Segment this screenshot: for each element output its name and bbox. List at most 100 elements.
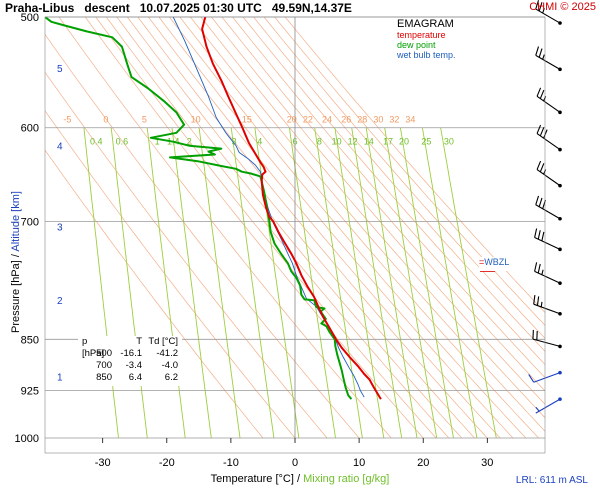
wind-barb-half-feather — [535, 406, 540, 412]
mixing-ratio-label: 30 — [444, 137, 454, 147]
x-tick-label: 10 — [353, 457, 365, 469]
wind-barb-dot — [558, 216, 562, 221]
table-cell: 700 — [96, 360, 112, 371]
legend-title: EMAGRAM — [397, 18, 454, 30]
wind-barb — [532, 329, 562, 349]
dry-adiabat-line — [45, 71, 328, 439]
wind-barb-half-feather — [542, 54, 545, 60]
mixing-ratio-label: 20 — [399, 137, 409, 147]
table-cell: -3.4 — [125, 360, 142, 371]
wind-barb — [536, 124, 562, 152]
wind-barb-dot — [558, 247, 562, 252]
wind-barb-staff — [534, 237, 561, 250]
wind-barb-feather — [535, 0, 540, 10]
wind-barb-staff — [533, 372, 561, 383]
dry-adiabat-label: 20 — [287, 115, 297, 125]
wind-barb-dot — [558, 397, 562, 401]
wind-barb-dot — [558, 311, 562, 316]
x-tick-label: -20 — [159, 457, 175, 469]
x-label-temperature: Temperature [°C] — [210, 473, 294, 485]
pressure-tick-label: 500 — [21, 12, 39, 24]
wind-barb-staff — [536, 169, 561, 187]
wind-barb-staff — [534, 270, 561, 284]
altitude-tick-label: 3 — [57, 223, 63, 234]
table-header-t: T — [136, 336, 142, 347]
sounding-mode: descent — [84, 1, 130, 15]
x-axis-label: Temperature [°C] / Mixing ratio [g/kg] — [0, 473, 600, 485]
mixing-ratio-line — [440, 127, 497, 439]
wind-barb — [534, 262, 562, 285]
wind-barb — [533, 294, 562, 316]
dry-adiabat-line — [211, 17, 545, 405]
wind-barb — [535, 0, 562, 25]
sounding-datetime: 10.07.2025 01:30 UTC — [139, 1, 262, 15]
dry-adiabat-label: 30 — [373, 115, 383, 125]
table-cell: -41.2 — [156, 348, 178, 359]
x-tick-label: -10 — [223, 457, 239, 469]
wind-barb-feather — [538, 48, 543, 58]
table-cell: 6.4 — [128, 372, 142, 383]
mixing-ratio-label: 1 — [155, 137, 160, 147]
wind-barb-dot — [558, 21, 562, 25]
wind-barb-feather — [535, 195, 540, 205]
pressure-tick-label: 850 — [21, 334, 39, 346]
wind-barb-feather — [538, 197, 543, 207]
x-label-sep: / — [297, 473, 301, 485]
wind-barb-feather — [534, 228, 538, 238]
mixing-ratio-line — [146, 127, 186, 439]
mixing-ratio-line — [83, 127, 119, 439]
mixing-ratio-label: 10 — [332, 137, 342, 147]
dry-adiabat-line — [232, 17, 545, 379]
chart-header: Praha-Libus descent 10.07.2025 01:30 UTC… — [5, 1, 352, 15]
dry-adiabat-label: 26 — [341, 115, 351, 125]
wind-barb-staff — [536, 95, 561, 113]
wind-barb-feather — [536, 296, 540, 306]
pressure-tick-label: 700 — [21, 216, 39, 228]
dry-adiabats — [45, 17, 545, 439]
altitude-tick-label: 2 — [57, 296, 63, 307]
x-tick-label: 20 — [417, 457, 429, 469]
series-temperature — [201, 17, 382, 400]
mixing-ratio-line — [198, 127, 241, 439]
y-label-sep: / — [10, 254, 22, 258]
wind-barb-half-feather — [543, 95, 547, 102]
wind-barb-dot — [558, 281, 562, 285]
x-tick-label: 0 — [292, 457, 298, 469]
mixing-ratio-line — [399, 127, 454, 439]
dry-adiabat-line — [263, 17, 545, 339]
mixing-ratio-line — [314, 127, 363, 439]
x-label-mixing: Mixing ratio [g/kg] — [303, 473, 390, 485]
profile-series — [45, 17, 382, 400]
pressure-tick-label: 925 — [21, 386, 39, 398]
dry-adiabat-label: 34 — [405, 115, 415, 125]
dry-adiabat-line — [95, 17, 437, 439]
dry-adiabat-label: 10 — [191, 115, 201, 125]
dry-adiabat-line — [274, 17, 545, 326]
table-row: 700 -3.4 -4.0 — [78, 360, 182, 372]
table-cell: -4.0 — [161, 360, 178, 371]
dry-adiabat-line — [85, 17, 424, 439]
mixing-ratio-line — [384, 127, 438, 439]
dry-adiabat-line — [179, 17, 539, 439]
x-tick-label: 30 — [481, 457, 493, 469]
legend-temperature: temperature — [397, 30, 446, 40]
dry-adiabat-line — [242, 17, 545, 365]
legend-wet-bulb: wet bulb temp. — [397, 50, 456, 60]
mixing-ratio-line — [421, 127, 478, 439]
mixing-ratio-line — [171, 127, 212, 439]
table-header-row: p [hPa] T Td [°C] — [78, 336, 182, 359]
wind-barb-feather — [534, 262, 538, 272]
dry-adiabat-label: 22 — [303, 115, 313, 125]
wind-barb-feather — [537, 230, 541, 240]
dry-adiabat-line — [148, 17, 501, 439]
dry-adiabat-line — [106, 17, 450, 439]
wind-barb-feather — [533, 294, 536, 305]
wind-barb-staff — [535, 398, 561, 414]
mixing-ratio-line — [334, 127, 385, 439]
wind-barb-feather — [536, 160, 542, 170]
dry-adiabat-line — [158, 17, 514, 439]
table-cell: -16.1 — [120, 348, 142, 359]
wind-barb-staff — [535, 204, 561, 220]
wind-barb-half-feather — [543, 169, 547, 175]
